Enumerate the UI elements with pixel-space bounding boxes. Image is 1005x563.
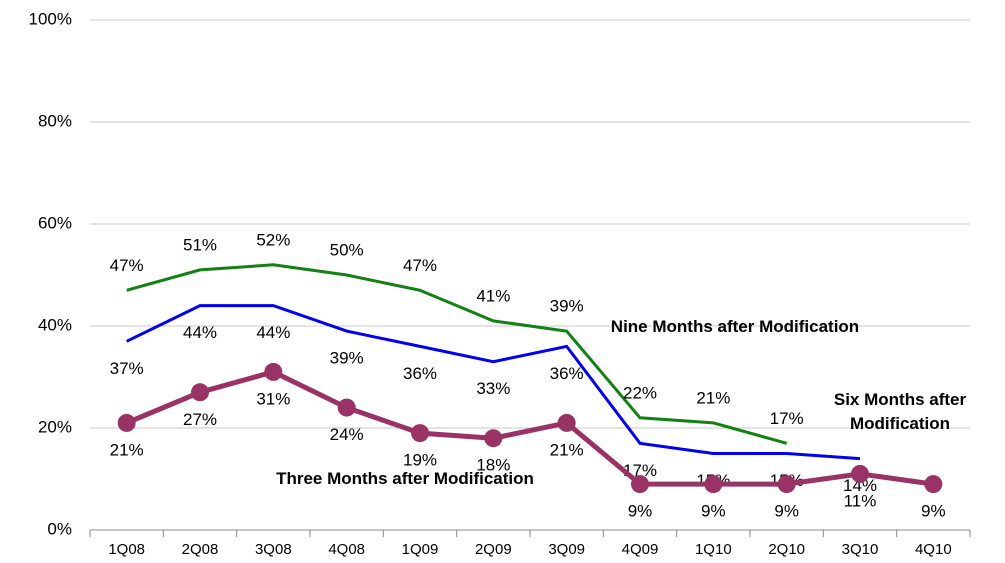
y-tick-label: 20% bbox=[38, 417, 72, 436]
y-tick-label: 100% bbox=[29, 9, 72, 28]
y-tick-label: 0% bbox=[47, 519, 72, 538]
marker bbox=[117, 413, 136, 432]
x-tick-label: 1Q10 bbox=[695, 541, 732, 558]
marker bbox=[704, 475, 723, 494]
series-line bbox=[125, 369, 934, 487]
data-label: 17% bbox=[770, 409, 804, 428]
data-label: 9% bbox=[628, 502, 653, 521]
x-tick-label: 4Q09 bbox=[622, 541, 659, 558]
marker bbox=[851, 464, 869, 483]
series-name: Three Months after Modification bbox=[276, 469, 534, 488]
series-name: Six Months after Modification bbox=[833, 390, 967, 433]
x-tick-label: 3Q08 bbox=[255, 541, 292, 558]
data-label: 37% bbox=[110, 359, 144, 378]
data-label: 24% bbox=[330, 425, 364, 444]
data-label: 14% bbox=[843, 476, 877, 495]
y-tick-label: 40% bbox=[38, 315, 72, 334]
data-label: 36% bbox=[403, 364, 437, 383]
data-label: 39% bbox=[330, 349, 364, 368]
marker bbox=[777, 475, 796, 494]
data-label: 27% bbox=[183, 410, 217, 429]
data-label: 39% bbox=[550, 297, 584, 316]
marker bbox=[484, 429, 503, 448]
data-label: 9% bbox=[701, 502, 726, 521]
data-label: 51% bbox=[183, 235, 217, 254]
x-tick-label: 1Q09 bbox=[402, 541, 439, 558]
marker bbox=[924, 475, 943, 494]
series-line bbox=[126, 263, 788, 445]
data-label: 19% bbox=[403, 451, 437, 470]
marker bbox=[264, 362, 283, 381]
data-label: 47% bbox=[403, 256, 437, 275]
x-tick-label: 1Q08 bbox=[108, 541, 145, 558]
data-label: 33% bbox=[476, 379, 510, 398]
data-label: 44% bbox=[256, 323, 290, 342]
x-tick-label: 2Q10 bbox=[768, 541, 805, 558]
data-label: 21% bbox=[110, 440, 144, 459]
data-label: 9% bbox=[774, 502, 799, 521]
data-label: 9% bbox=[921, 502, 946, 521]
marker bbox=[337, 398, 356, 417]
y-tick-label: 80% bbox=[38, 111, 72, 130]
data-label: 22% bbox=[623, 383, 657, 402]
x-tick-label: 4Q10 bbox=[915, 541, 952, 558]
data-label: 50% bbox=[330, 240, 364, 259]
data-label: 11% bbox=[844, 491, 877, 510]
data-label: 31% bbox=[256, 389, 290, 408]
data-label: 21% bbox=[550, 440, 584, 459]
marker bbox=[557, 413, 576, 432]
marker bbox=[191, 383, 209, 402]
data-label: 21% bbox=[696, 388, 730, 407]
data-label: 41% bbox=[476, 286, 510, 305]
x-tick-label: 4Q08 bbox=[328, 541, 365, 558]
y-tick-label: 60% bbox=[38, 213, 72, 232]
data-label: 18% bbox=[476, 456, 510, 475]
x-tick-label: 2Q08 bbox=[182, 541, 219, 558]
data-label: 36% bbox=[550, 364, 584, 383]
marker bbox=[631, 475, 649, 494]
marker bbox=[411, 424, 429, 443]
data-label: 44% bbox=[183, 323, 217, 342]
series-name: Nine Months after Modification bbox=[610, 317, 860, 336]
x-tick-label: 2Q09 bbox=[475, 541, 512, 558]
series-line bbox=[126, 304, 861, 461]
x-tick-label: 3Q10 bbox=[842, 541, 879, 558]
data-label: 47% bbox=[110, 256, 144, 275]
data-label: 52% bbox=[256, 230, 290, 249]
x-tick-label: 3Q09 bbox=[548, 541, 585, 558]
